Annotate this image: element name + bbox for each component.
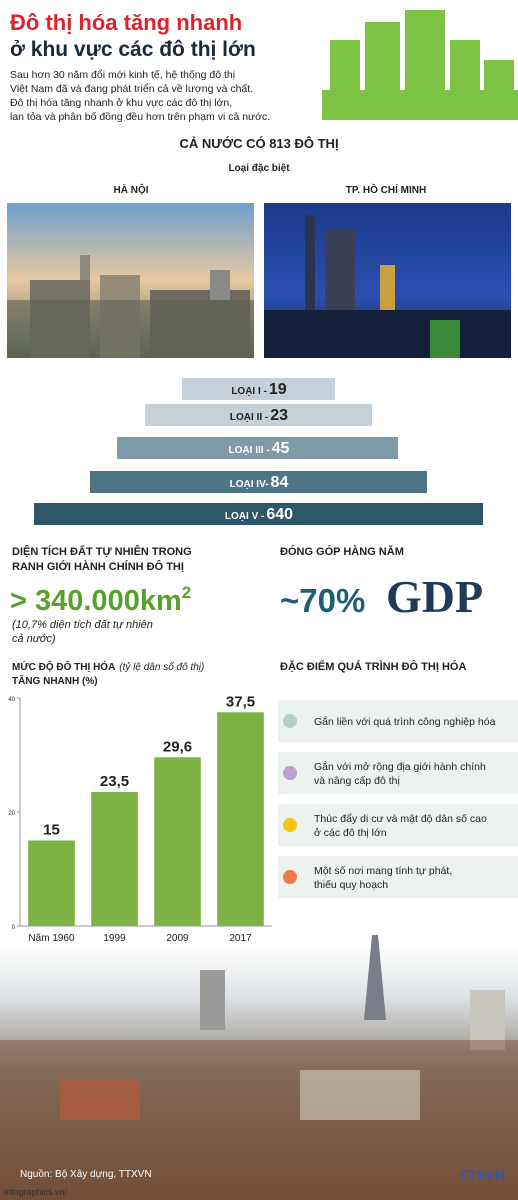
heading: RANH GIỚI HÀNH CHÍNH ĐÔ THỊ (12, 560, 184, 573)
class-bar (34, 503, 483, 525)
chart-subtitle: (tỷ lệ dân số đô thị) (119, 661, 204, 673)
feature-text: Một số nơi mang tính tự phát, (314, 865, 452, 877)
feature-text: Gắn với mở rộng địa giới hành chính (314, 760, 486, 773)
class-bar (182, 378, 335, 400)
y-tick-label: 40 (8, 697, 15, 703)
x-tick-label: 1999 (103, 933, 126, 944)
intro-line: Sau hơn 30 năm đổi mới kinh tế, hệ thống… (10, 69, 235, 81)
intro-line: Đô thị hóa tăng nhanh ở khu vực các đô t… (10, 97, 232, 109)
city-label: HÀ NỘI (114, 183, 149, 196)
value-label: 23,5 (100, 773, 129, 790)
heading: CẢ NƯỚC CÓ 813 ĐÔ THỊ (179, 136, 338, 151)
class-count: 640 (266, 506, 293, 523)
bar (217, 712, 264, 926)
feature-dot (283, 714, 297, 728)
source: Nguồn: Bộ Xây dựng, TTXVN (20, 1168, 152, 1180)
class-bar (117, 437, 398, 459)
value-label: 29,6 (163, 738, 192, 755)
feature-dot (283, 766, 297, 780)
class-count: 19 (269, 381, 287, 398)
photo-hanoi (7, 203, 254, 358)
feature-text: ở các đô thị lớn (314, 827, 387, 839)
gdp-label: GDP (386, 571, 483, 622)
chart-title: TĂNG NHANH (%) (12, 674, 98, 687)
heading: DIỆN TÍCH ĐẤT TỰ NHIÊN TRONG (12, 545, 192, 558)
site: infographics.vn/ (4, 1187, 68, 1197)
bar (28, 840, 75, 926)
class-row: LOẠI IV- 84 (230, 474, 289, 491)
feature-box (278, 856, 518, 898)
class-row: LOẠI I -19 (231, 381, 286, 398)
feature-dot (283, 870, 297, 884)
title: Đô thị hóa tăng nhanh (10, 10, 242, 35)
logo: TTXVN (459, 1167, 505, 1183)
value-label: 15 (43, 822, 60, 839)
x-tick-label: 2017 (229, 933, 252, 944)
gdp-value: ~70% (280, 582, 365, 619)
bar (154, 757, 201, 926)
class-row: LOẠI III -45 (229, 440, 290, 457)
class-label: LOẠI I - (231, 386, 267, 397)
class-bar (90, 471, 427, 493)
intro-line: Việt Nam đã và đang phát triển cả về lượ… (10, 83, 253, 95)
class-bar (145, 404, 372, 426)
area-sup: 2 (182, 583, 191, 602)
subheading: Loại đặc biệt (228, 163, 290, 174)
y-tick-label: 0 (12, 925, 16, 931)
feature-box (278, 700, 518, 742)
class-label: LOẠI V - (225, 511, 264, 522)
class-row: LOẠI V -640 (225, 506, 293, 523)
class-label: LOẠI II - (230, 412, 268, 423)
bar (91, 792, 138, 926)
feature-box (278, 804, 518, 846)
feature-dot (283, 818, 297, 832)
heading: ĐÓNG GÓP HÀNG NĂM (280, 545, 404, 558)
title: ở khu vực các đô thị lớn (10, 38, 256, 61)
class-label: LOẠI IV- (230, 479, 269, 490)
note: cả nước) (12, 633, 56, 645)
feature-text: Thúc đẩy di cư và mật độ dân số cao (314, 813, 487, 825)
y-tick-label: 20 (8, 811, 15, 817)
x-tick-label: Năm 1960 (28, 933, 75, 944)
photo-hcm (264, 203, 511, 358)
skyline-icon (322, 10, 518, 120)
class-count: 45 (272, 440, 290, 457)
class-row: LOẠI II -23 (230, 407, 288, 424)
class-count: 84 (271, 474, 289, 491)
area-value-text: > 340.000km (10, 585, 182, 617)
city-label: TP. HỒ CHÍ MINH (346, 183, 426, 196)
class-count: 23 (270, 407, 288, 424)
value-label: 37,5 (226, 693, 255, 710)
heading: ĐẶC ĐIỂM QUÁ TRÌNH ĐÔ THỊ HÓA (280, 660, 466, 673)
x-tick-label: 2009 (166, 933, 189, 944)
area-value: > 340.000km2 (10, 583, 191, 617)
feature-box (278, 752, 518, 794)
feature-text: Gắn liền với quá trình công nghiệp hóa (314, 715, 496, 728)
feature-text: và nâng cấp đô thị (314, 775, 400, 787)
intro-line: lan tỏa và phân bố đồng đều hơn trên phạ… (10, 111, 270, 123)
class-label: LOẠI III - (229, 445, 270, 456)
feature-text: thiếu quy hoạch (314, 879, 388, 891)
photo-city (0, 935, 518, 1200)
chart-title-text: MỨC ĐỘ ĐÔ THỊ HÓA (12, 660, 115, 673)
note: (10,7% diện tích đất tự nhiên (12, 619, 153, 631)
chart-title: MỨC ĐỘ ĐÔ THỊ HÓA (tỷ lệ dân số đô thị) (12, 660, 204, 673)
